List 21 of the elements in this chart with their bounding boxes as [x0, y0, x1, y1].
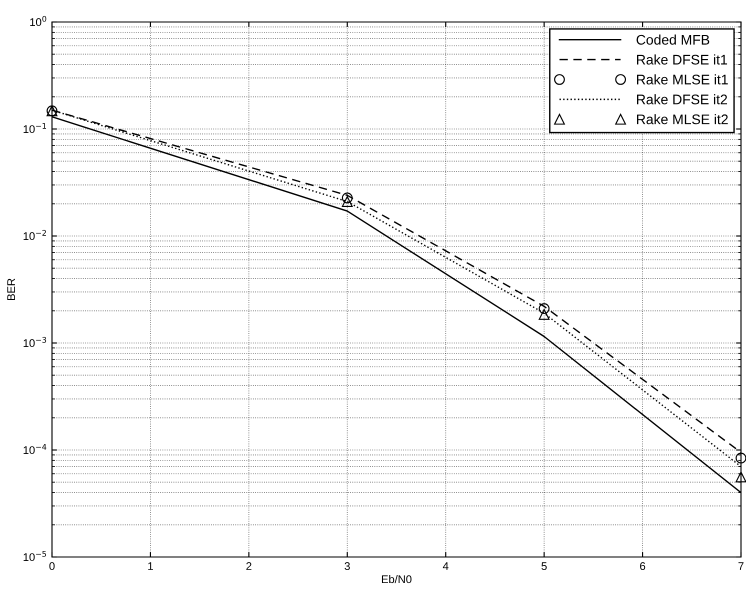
- x-tick-label: 4: [442, 562, 448, 570]
- legend-label: Rake MLSE it1: [637, 74, 728, 84]
- x-tick-label: 6: [640, 562, 646, 570]
- legend-label: Rake DFSE it2: [637, 94, 728, 104]
- x-tick-label: 1: [148, 562, 153, 570]
- x-tick-label: 7: [738, 562, 744, 570]
- y-tick-label: 10$^{−2}$: [24, 230, 46, 240]
- y-tick-label: 10$^{−1}$: [24, 123, 46, 134]
- y-axis-title: BER: [7, 278, 15, 300]
- x-tick-label: 3: [344, 562, 350, 570]
- y-tick-label: 10$^{−4}$: [24, 444, 46, 454]
- legend-label: Rake DFSE it1: [637, 54, 728, 65]
- x-tick-label: 5: [542, 562, 547, 570]
- legend-label: Rake MLSE it2: [637, 114, 728, 124]
- y-tick-label: 10$^{−5}$: [24, 551, 46, 562]
- legend-label: Coded MFB: [636, 34, 710, 45]
- x-axis-title: Eb/N0: [382, 574, 412, 584]
- x-tick-label: 2: [246, 562, 252, 570]
- y-tick-label: 10$^{0}$: [30, 16, 46, 26]
- y-tick-label: 10$^{−3}$: [24, 336, 46, 348]
- x-tick-label: 0: [49, 562, 55, 570]
